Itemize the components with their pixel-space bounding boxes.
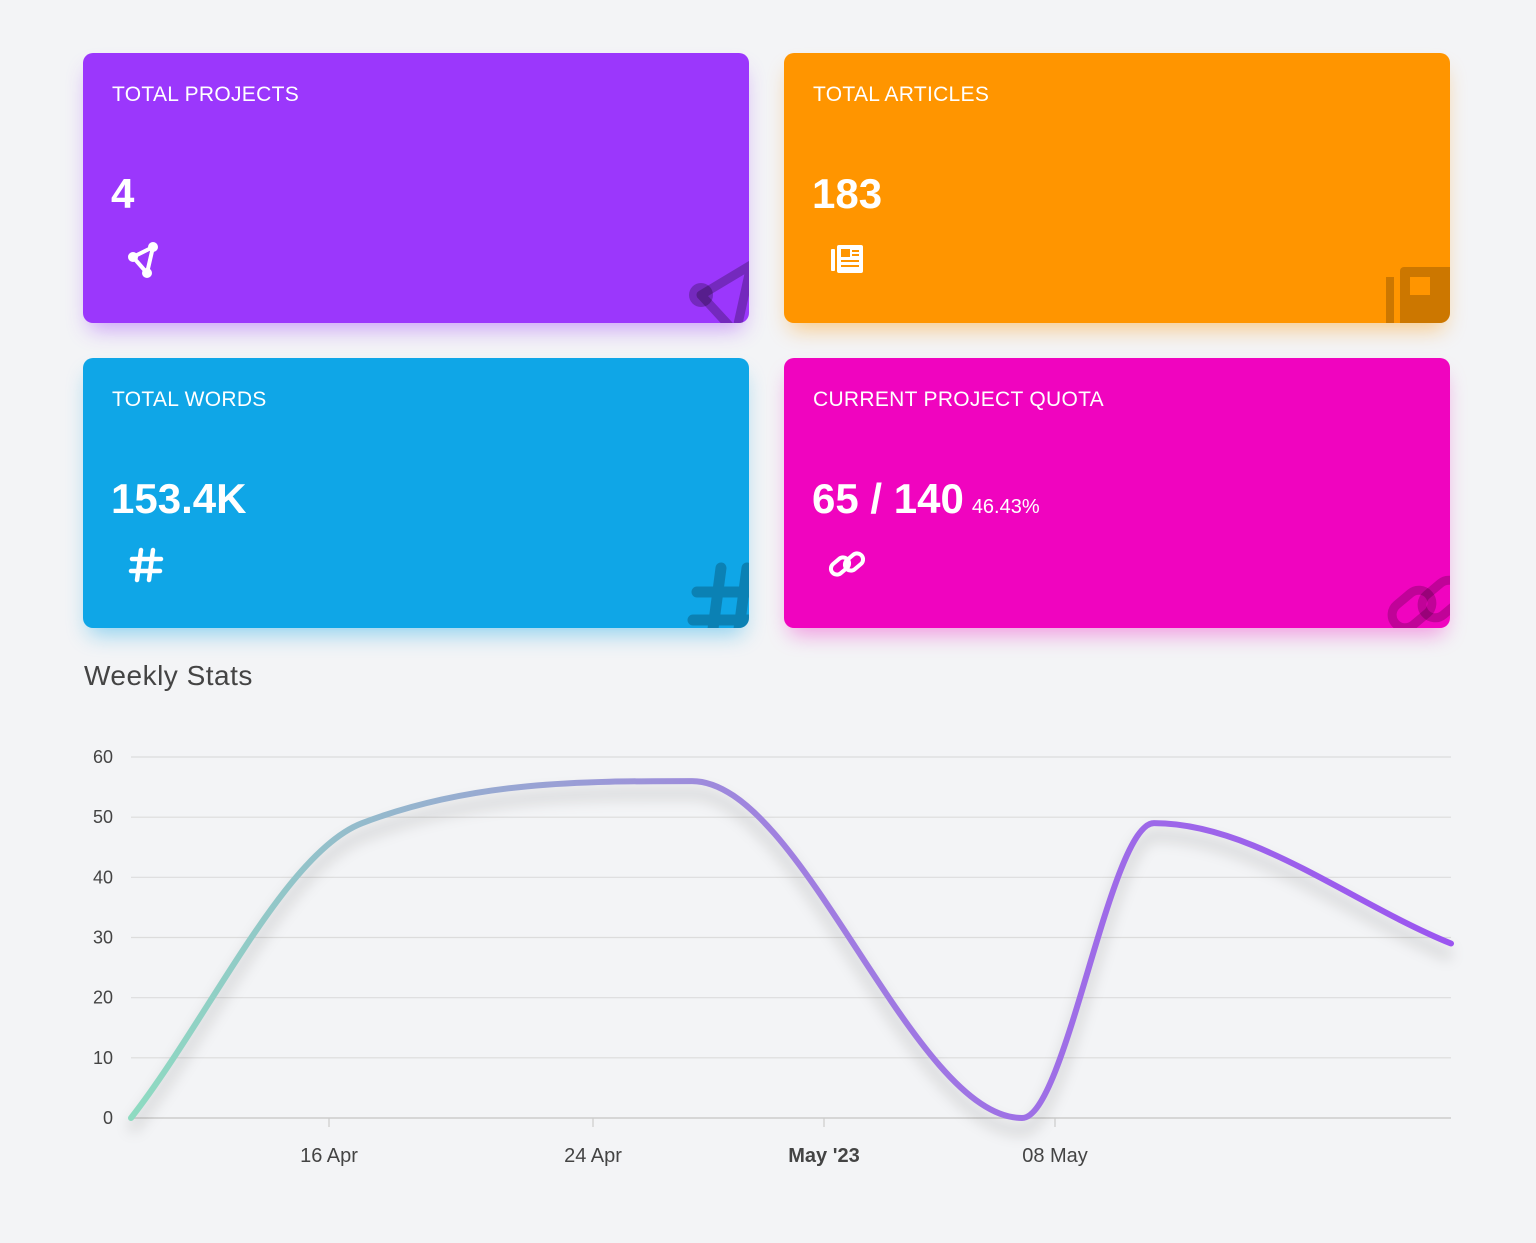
series-line-shadow xyxy=(127,788,1453,1136)
y-tick-label: 30 xyxy=(93,928,113,948)
total-projects-card[interactable]: TOTAL PROJECTS 4 xyxy=(83,53,749,323)
series-line xyxy=(128,778,1454,1121)
link-watermark-icon xyxy=(1382,560,1450,628)
total-words-card[interactable]: TOTAL WORDS 153.4K xyxy=(83,358,749,628)
card-value: 4 xyxy=(111,170,135,217)
y-tick-label: 60 xyxy=(93,747,113,767)
x-tick-label: May '23 xyxy=(788,1145,859,1167)
card-title: TOTAL WORDS xyxy=(112,388,267,411)
project-diagram-watermark-icon xyxy=(681,255,749,323)
y-tick-label: 10 xyxy=(93,1048,113,1068)
newspaper-watermark-icon xyxy=(1382,255,1450,323)
y-tick-label: 20 xyxy=(93,988,113,1008)
card-title: CURRENT PROJECT QUOTA xyxy=(813,388,1104,411)
card-title: TOTAL PROJECTS xyxy=(112,83,300,106)
link-icon xyxy=(826,544,868,586)
y-tick-label: 40 xyxy=(93,867,113,887)
hashtag-watermark-icon xyxy=(681,560,749,628)
card-value: 153.4K xyxy=(111,475,247,522)
current-project-quota-card[interactable]: CURRENT PROJECT QUOTA 65 / 140 46.43% xyxy=(784,358,1450,628)
card-value: 183 xyxy=(812,170,883,217)
newspaper-icon xyxy=(826,239,868,281)
x-tick-label: 08 May xyxy=(1022,1145,1088,1167)
weekly-stats-title: Weekly Stats xyxy=(84,660,253,691)
x-tick-label: 24 Apr xyxy=(564,1145,622,1167)
x-tick-label: 16 Apr xyxy=(300,1145,358,1167)
y-tick-label: 0 xyxy=(103,1108,113,1128)
total-articles-card[interactable]: TOTAL ARTICLES 183 xyxy=(784,53,1450,323)
hashtag-icon xyxy=(125,544,167,586)
card-title: TOTAL ARTICLES xyxy=(813,83,990,106)
quota-percent: 46.43% xyxy=(971,496,1040,518)
y-tick-label: 50 xyxy=(93,807,113,827)
project-diagram-icon xyxy=(125,239,167,281)
card-value: 65 / 140 46.43% xyxy=(812,475,1040,522)
